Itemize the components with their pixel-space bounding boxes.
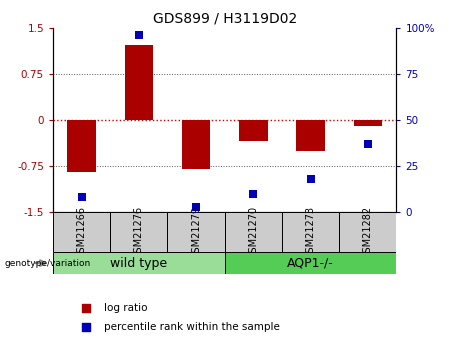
Point (250, 191, 257, 196)
Bar (339, 212, 396, 252)
Bar (282, 212, 339, 252)
Bar (182, 120, 210, 169)
Text: GSM21279: GSM21279 (191, 206, 201, 258)
Point (78, 195, 85, 200)
Text: log ratio: log ratio (104, 303, 147, 313)
Text: GSM21276: GSM21276 (134, 206, 144, 258)
Title: GDS899 / H3119D02: GDS899 / H3119D02 (153, 11, 297, 25)
Point (192, 204, 200, 209)
Point (83, 324, 90, 329)
Text: percentile rank within the sample: percentile rank within the sample (104, 322, 279, 332)
Text: GSM21266: GSM21266 (77, 206, 87, 258)
Bar (239, 120, 268, 141)
Bar (110, 212, 167, 252)
Point (135, 32, 142, 38)
Bar (67, 120, 96, 172)
Bar (124, 45, 153, 120)
Bar (53, 252, 225, 274)
Point (307, 176, 314, 182)
Point (364, 141, 372, 147)
Bar (296, 120, 325, 151)
Bar (354, 120, 382, 126)
Text: wild type: wild type (110, 257, 167, 269)
Text: AQP1-/-: AQP1-/- (287, 257, 334, 269)
Bar (53, 212, 110, 252)
Text: GSM21273: GSM21273 (306, 206, 316, 258)
Bar (167, 212, 225, 252)
Text: GSM21270: GSM21270 (248, 206, 258, 258)
Bar (225, 212, 282, 252)
Point (83, 306, 90, 311)
Text: GSM21282: GSM21282 (363, 206, 373, 258)
Bar (225, 252, 396, 274)
Text: genotype/variation: genotype/variation (5, 258, 91, 268)
